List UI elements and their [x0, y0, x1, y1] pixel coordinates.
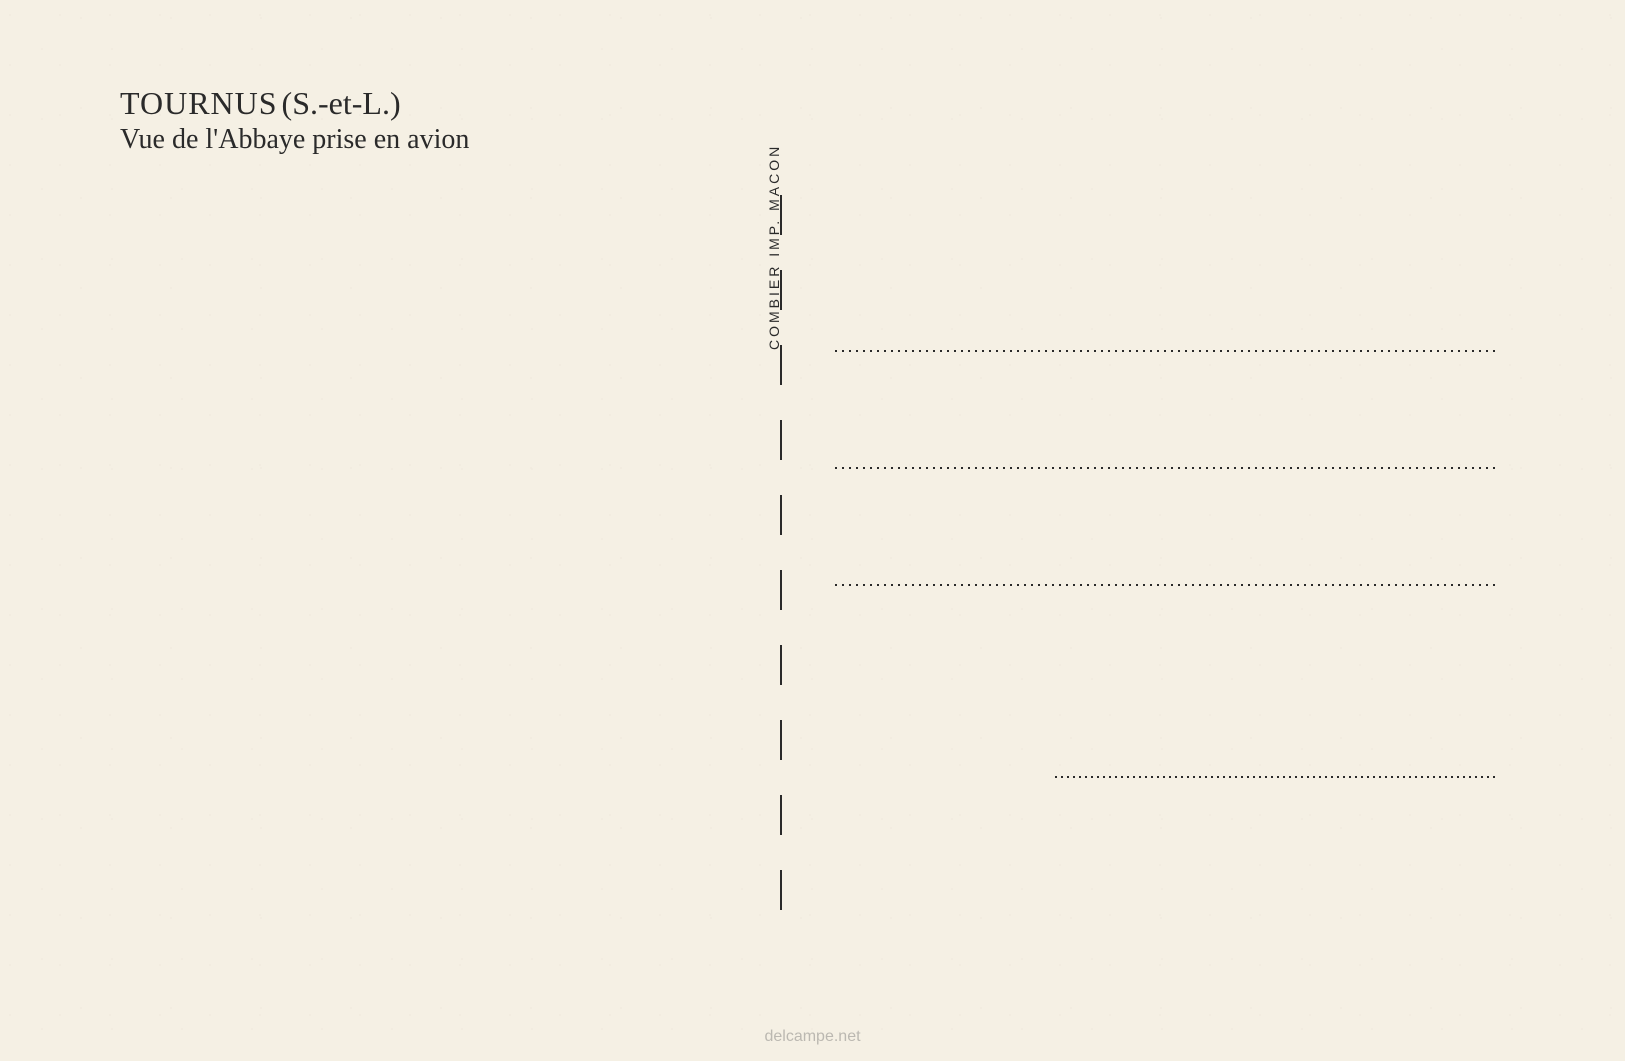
divider-dash: [780, 495, 782, 535]
address-line: [835, 584, 1495, 586]
city-name: TOURNUS: [120, 85, 278, 121]
address-line: [835, 467, 1495, 469]
title-line: TOURNUS (S.-et-L.): [120, 85, 469, 122]
divider-dash: [780, 645, 782, 685]
divider-dash: [780, 345, 782, 385]
divider-dash: [780, 570, 782, 610]
address-line: [835, 350, 1495, 352]
divider-dash: [780, 420, 782, 460]
divider-dash: [780, 795, 782, 835]
address-area: [835, 350, 1495, 778]
divider-dash: [780, 720, 782, 760]
region-code: (S.-et-L.): [282, 85, 401, 121]
watermark-text: delcampe.net: [764, 1028, 860, 1046]
publisher-imprint: COMBIER IMP. MACON: [766, 144, 782, 350]
postcard-header: TOURNUS (S.-et-L.) Vue de l'Abbaye prise…: [120, 85, 469, 156]
caption-text: Vue de l'Abbaye prise en avion: [120, 124, 469, 156]
divider-dash: [780, 870, 782, 910]
address-line-short: [1055, 776, 1495, 778]
postcard-container: TOURNUS (S.-et-L.) Vue de l'Abbaye prise…: [0, 0, 1625, 1061]
